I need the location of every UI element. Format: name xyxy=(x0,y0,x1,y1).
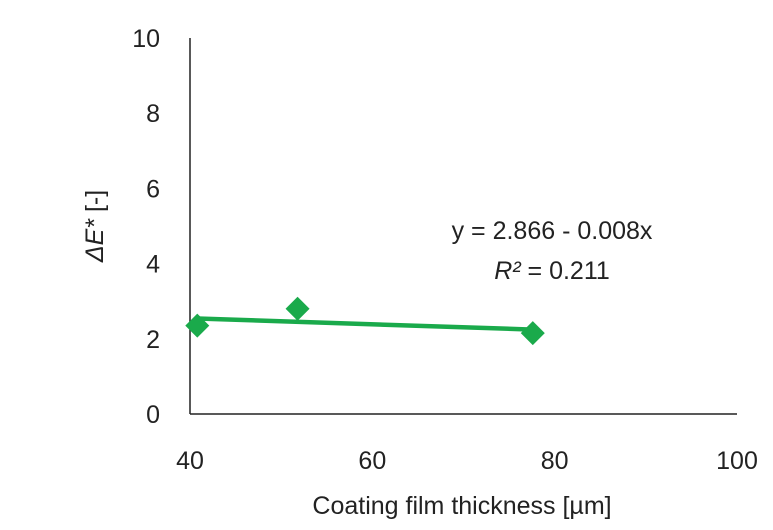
y-tick-label: 0 xyxy=(146,401,160,429)
data-point-marker xyxy=(285,296,310,321)
y-tick-label: 8 xyxy=(146,100,160,128)
trendline xyxy=(195,316,536,332)
y-axis-title-symbol: ΔE* xyxy=(81,218,109,263)
x-tick-label: 60 xyxy=(358,447,386,475)
x-tick-label: 100 xyxy=(716,447,758,475)
trendline-equation: y = 2.866 - 0.008x xyxy=(452,217,653,245)
data-point-marker xyxy=(520,321,545,346)
y-tick-label: 4 xyxy=(146,251,160,279)
r-squared-annotation: R² = 0.211 xyxy=(494,257,610,285)
y-tick-label: 10 xyxy=(132,25,160,53)
data-points xyxy=(185,296,545,346)
y-tick-label: 6 xyxy=(146,175,160,203)
data-point-marker xyxy=(185,313,210,338)
r-squared-value: = 0.211 xyxy=(521,257,610,285)
x-tick-label: 40 xyxy=(176,447,204,475)
y-tick-labels: 0 2 4 6 8 10 xyxy=(132,25,160,429)
y-axis-title: ΔE* [-] xyxy=(81,190,109,263)
x-tick-label: 80 xyxy=(541,447,569,475)
r-squared-label: R² xyxy=(494,257,522,285)
x-tick-labels: 40 60 80 100 xyxy=(176,447,758,475)
x-axis-title: Coating film thickness [µm] xyxy=(312,492,611,520)
y-tick-label: 2 xyxy=(146,326,160,354)
y-axis-title-unit: [-] xyxy=(81,190,109,219)
